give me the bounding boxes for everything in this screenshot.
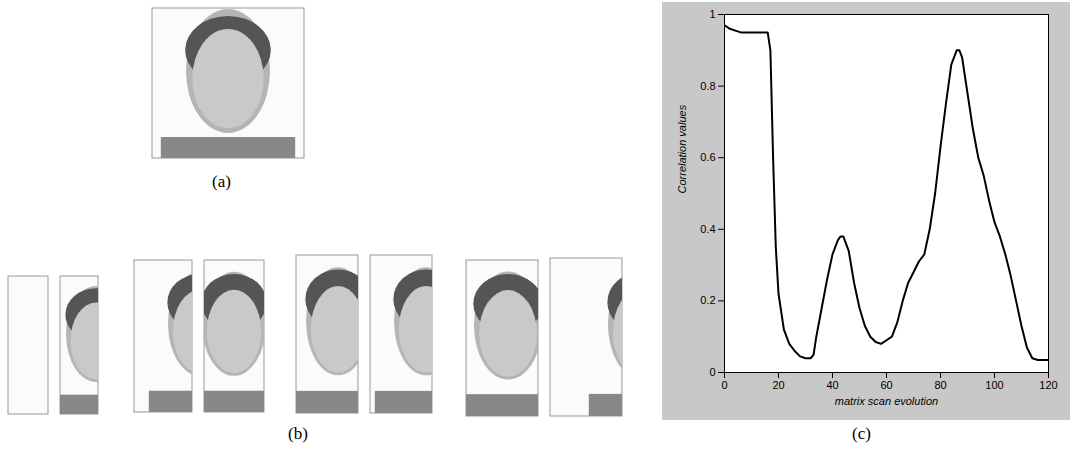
html-text:(b): (b) (288, 424, 308, 443)
svg-text:80: 80 (934, 379, 946, 391)
svg-text:20: 20 (772, 379, 784, 391)
svg-text:40: 40 (826, 379, 838, 391)
svg-text:60: 60 (880, 379, 892, 391)
svg-text:0.8: 0.8 (700, 80, 715, 92)
html-text:(a): (a) (212, 172, 231, 191)
svg-text:0.2: 0.2 (700, 294, 715, 306)
svg-text:Correlation values: Correlation values (676, 104, 688, 193)
svg-text:0.6: 0.6 (700, 151, 715, 163)
svg-text:100: 100 (985, 379, 1003, 391)
svg-text:1: 1 (709, 8, 715, 20)
html-text:(c): (c) (852, 424, 871, 443)
svg-text:0: 0 (721, 379, 727, 391)
svg-text:120: 120 (1039, 379, 1057, 391)
svg-text:matrix scan evolution: matrix scan evolution (835, 395, 938, 407)
svg-text:0: 0 (709, 366, 715, 378)
svg-text:0.4: 0.4 (700, 223, 715, 235)
